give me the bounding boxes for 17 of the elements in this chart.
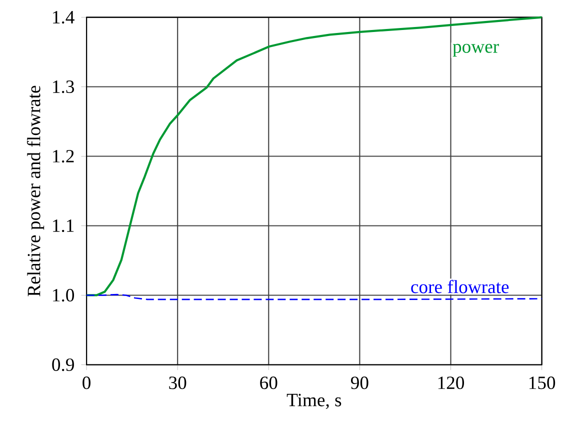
y-axis-title: Relative power and flowrate [26, 86, 44, 296]
y-tick-label: 1.1 [53, 219, 74, 232]
y-tick-label: 1.3 [53, 80, 74, 93]
series-label: core flowrate [411, 280, 509, 294]
x-tick-label: 0 [82, 376, 90, 389]
x-tick-label: 90 [350, 376, 368, 389]
y-tick-label: 1.4 [53, 10, 74, 24]
x-tick-label: 60 [260, 376, 278, 389]
x-tick-label: 150 [529, 376, 556, 389]
x-tick-label: 30 [169, 376, 186, 389]
y-tick-label: 0.9 [52, 358, 74, 371]
series-label: power [452, 44, 499, 57]
x-axis-title: Time, s [286, 394, 342, 409]
line-series [85, 16, 543, 296]
y-tick-label: 1.2 [53, 150, 74, 162]
y-tick-label: 1.0 [53, 288, 74, 302]
x-tick-label: 120 [438, 376, 464, 389]
